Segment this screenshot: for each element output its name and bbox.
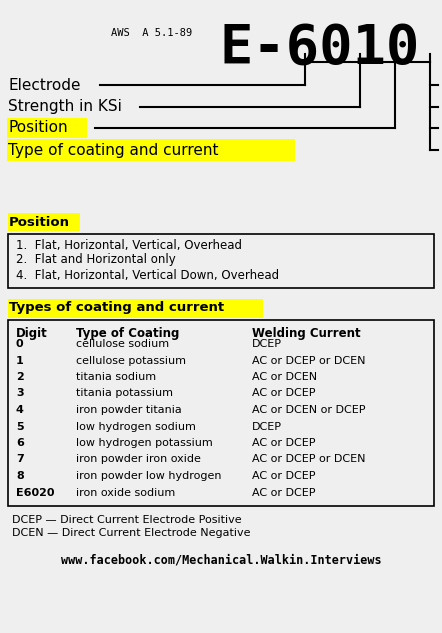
Text: iron powder titania: iron powder titania [76, 405, 182, 415]
Text: cellulose potassium: cellulose potassium [76, 356, 186, 365]
Text: 4.  Flat, Horizontal, Vertical Down, Overhead: 4. Flat, Horizontal, Vertical Down, Over… [16, 268, 279, 282]
Text: 1.  Flat, Horizontal, Vertical, Overhead: 1. Flat, Horizontal, Vertical, Overhead [16, 239, 242, 251]
Text: AC or DCEN: AC or DCEN [252, 372, 317, 382]
Text: 5: 5 [16, 422, 23, 432]
Text: 6: 6 [16, 438, 24, 448]
Text: 1: 1 [16, 356, 24, 365]
Text: www.facebook.com/Mechanical.Walkin.Interviews: www.facebook.com/Mechanical.Walkin.Inter… [61, 553, 381, 567]
Text: titania potassium: titania potassium [76, 389, 173, 399]
Text: titania sodium: titania sodium [76, 372, 156, 382]
Text: Position: Position [9, 215, 70, 229]
Text: E6020: E6020 [16, 487, 54, 498]
Text: AC or DCEN or DCEP: AC or DCEN or DCEP [252, 405, 366, 415]
FancyBboxPatch shape [8, 234, 434, 288]
Text: 2: 2 [16, 372, 24, 382]
Text: 4: 4 [16, 405, 24, 415]
Text: DCEP: DCEP [252, 422, 282, 432]
Text: AC or DCEP or DCEN: AC or DCEP or DCEN [252, 356, 366, 365]
Text: AC or DCEP: AC or DCEP [252, 471, 316, 481]
Text: DCEN — Direct Current Electrode Negative: DCEN — Direct Current Electrode Negative [12, 528, 251, 538]
Text: Welding Current: Welding Current [252, 327, 361, 339]
Text: E-6010: E-6010 [220, 22, 420, 75]
Text: 0: 0 [16, 339, 23, 349]
Text: AC or DCEP or DCEN: AC or DCEP or DCEN [252, 454, 366, 465]
Text: cellulose sodium: cellulose sodium [76, 339, 169, 349]
Text: iron oxide sodium: iron oxide sodium [76, 487, 175, 498]
Text: AC or DCEP: AC or DCEP [252, 389, 316, 399]
Text: Position: Position [8, 120, 68, 135]
FancyBboxPatch shape [7, 139, 295, 161]
FancyBboxPatch shape [7, 118, 87, 138]
FancyBboxPatch shape [8, 213, 80, 231]
Text: 3: 3 [16, 389, 23, 399]
Text: Type of Coating: Type of Coating [76, 327, 179, 339]
Text: 8: 8 [16, 471, 24, 481]
Text: DCEP — Direct Current Electrode Positive: DCEP — Direct Current Electrode Positive [12, 515, 242, 525]
Text: Electrode: Electrode [8, 77, 80, 92]
Text: AC or DCEP: AC or DCEP [252, 438, 316, 448]
FancyBboxPatch shape [8, 299, 263, 318]
Text: iron powder iron oxide: iron powder iron oxide [76, 454, 201, 465]
Text: Types of coating and current: Types of coating and current [9, 301, 224, 315]
Text: Strength in KSi: Strength in KSi [8, 99, 122, 115]
Text: low hydrogen potassium: low hydrogen potassium [76, 438, 213, 448]
Text: 2.  Flat and Horizontal only: 2. Flat and Horizontal only [16, 253, 176, 266]
FancyBboxPatch shape [8, 320, 434, 506]
Text: Type of coating and current: Type of coating and current [8, 142, 218, 158]
Text: 7: 7 [16, 454, 24, 465]
Text: iron powder low hydrogen: iron powder low hydrogen [76, 471, 221, 481]
Text: AWS  A 5.1-89: AWS A 5.1-89 [111, 28, 193, 38]
Text: Digit: Digit [16, 327, 48, 339]
Text: low hydrogen sodium: low hydrogen sodium [76, 422, 196, 432]
Text: AC or DCEP: AC or DCEP [252, 487, 316, 498]
Text: DCEP: DCEP [252, 339, 282, 349]
